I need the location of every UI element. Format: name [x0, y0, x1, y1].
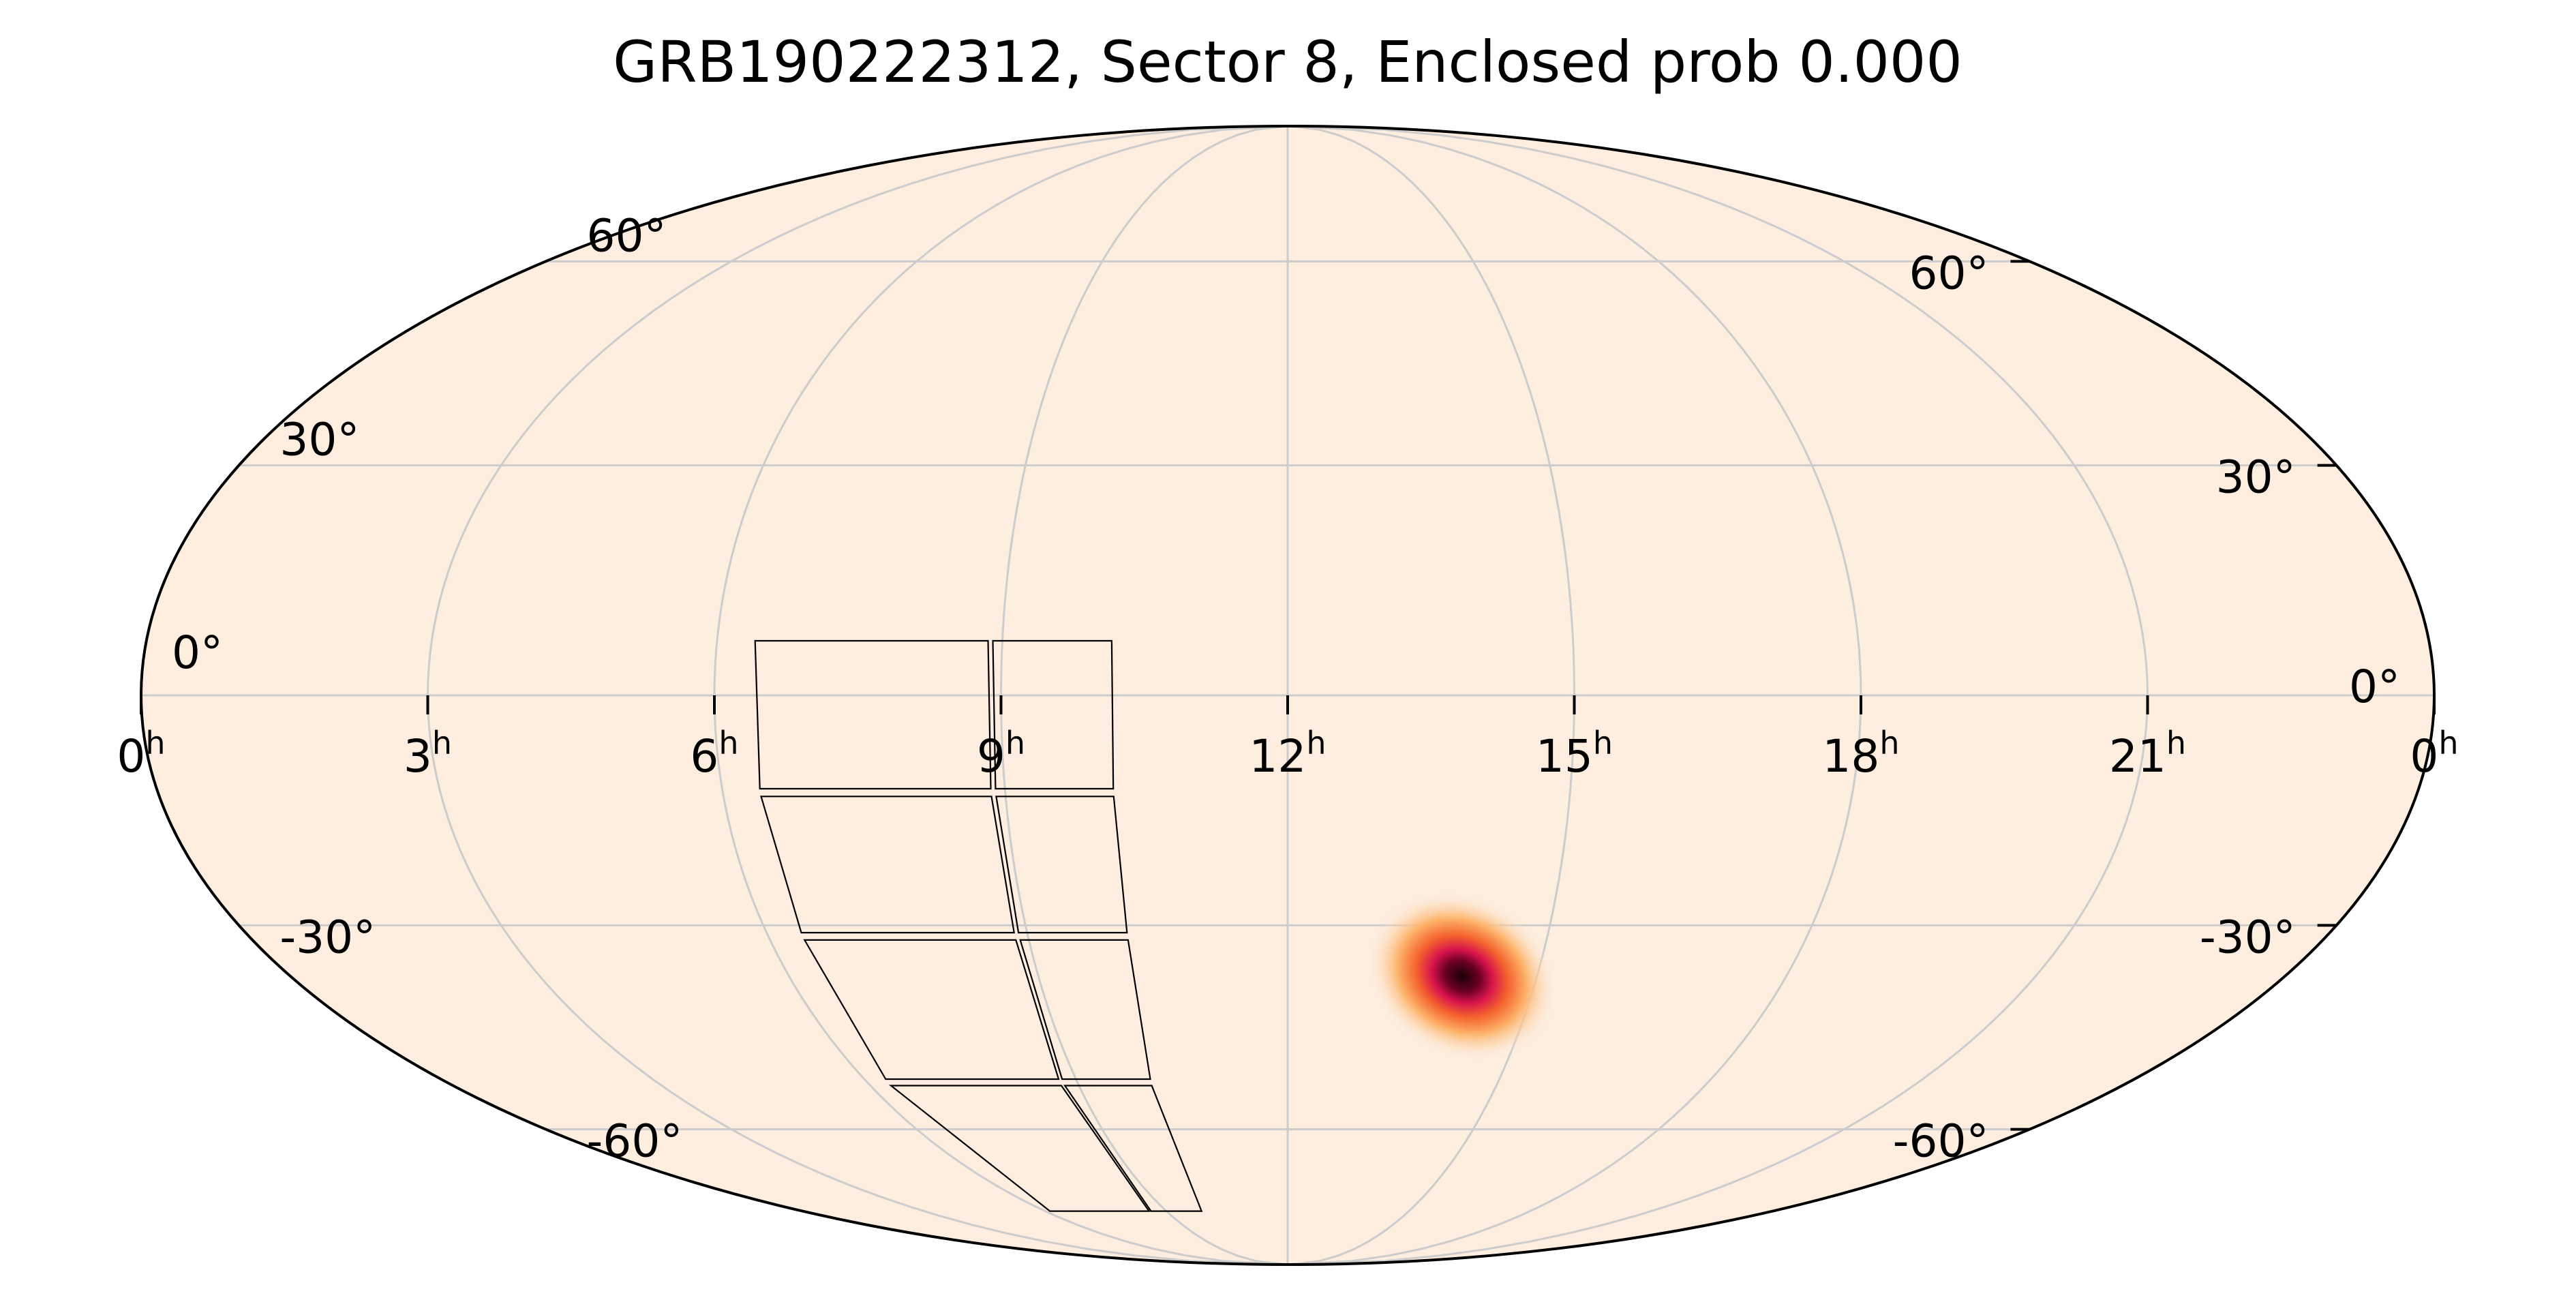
dec-tick-labels: 60° 30° 0° -30° -60° 60° 30° 0° -30° -60°: [172, 209, 2400, 1167]
ccd-footprint: [1063, 1085, 1203, 1212]
ccd-footprint: [995, 796, 1128, 934]
dec-tick-label-left: 30°: [2216, 451, 2296, 504]
ra-tick-label: 6h: [690, 725, 738, 783]
ccd-footprint: [760, 796, 1015, 934]
ra-tick-label: 12h: [1249, 725, 1326, 783]
ra-tick-label: 0h: [2410, 725, 2458, 783]
dec-tick-label-right: -60°: [587, 1115, 683, 1168]
sector-footprint: [754, 639, 1203, 1212]
ra-tick-label: 9h: [977, 725, 1025, 783]
ccd-footprint: [754, 639, 992, 790]
ra-tick-labels: 0h 21h 18h 15h 12h 9h 6h 3h 0h: [117, 725, 2458, 783]
ccd-footprint: [992, 639, 1115, 790]
ra-tick-label: 0h: [117, 725, 165, 783]
ccd-footprint: [888, 1085, 1151, 1212]
ccd-footprint: [1019, 939, 1151, 1080]
ra-tick-label: 15h: [1536, 725, 1613, 783]
dec-tick-label-left: -60°: [1893, 1115, 1989, 1168]
dec-tick-label-left: 0°: [2349, 661, 2400, 713]
ra-tick-label: 21h: [2109, 725, 2186, 783]
ra-tick-label: 3h: [404, 725, 452, 783]
chart-title: GRB190222312, Sector 8, Enclosed prob 0.…: [613, 29, 1963, 95]
probability-blob: [1367, 891, 1558, 1061]
dec-tick-label-left: -30°: [2200, 911, 2296, 963]
dec-tick-label-right: 0°: [172, 626, 223, 679]
ccd-footprint: [803, 939, 1060, 1080]
dec-tick-label-right: 60°: [587, 209, 667, 262]
ra-tick-label: 18h: [1822, 725, 1899, 783]
probability-map: [1367, 891, 1558, 1061]
dec-tick-label-right: -30°: [279, 911, 376, 963]
dec-tick-label-left: 60°: [1909, 247, 1988, 299]
dec-tick-label-right: 30°: [279, 414, 359, 466]
axis-ticks: [140, 260, 2436, 1131]
